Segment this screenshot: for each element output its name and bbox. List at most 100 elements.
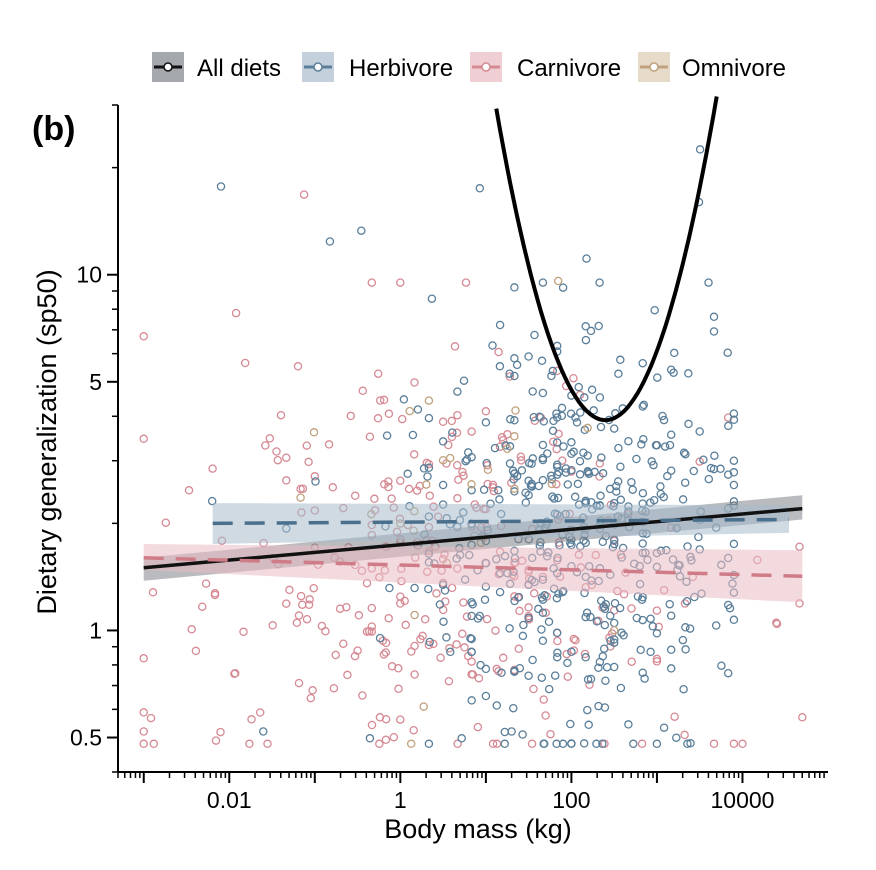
data-point-carn (558, 456, 567, 465)
data-point-herb (548, 366, 558, 376)
data-point-omni (583, 423, 592, 433)
confidence-band (143, 544, 803, 603)
data-point-carn (410, 378, 419, 387)
legend-label: Carnivore (517, 55, 621, 82)
data-point-carn (396, 715, 405, 724)
data-point-herb (613, 477, 623, 486)
data-point-herb (518, 730, 527, 739)
data-point-herb (589, 406, 598, 415)
x-tick-label: 100 (552, 787, 590, 813)
data-point-carn (396, 592, 405, 601)
data-point-carn (389, 732, 399, 742)
data-point-herb (729, 615, 739, 625)
data-point-herb (580, 393, 589, 402)
x-axis-title: Body mass (kg) (384, 814, 572, 844)
data-point-herb (475, 611, 484, 621)
data-point-herb (481, 664, 491, 674)
data-point-herb (357, 226, 366, 235)
data-point-carn (245, 739, 254, 749)
fit-line (143, 506, 803, 570)
data-point-herb (519, 620, 528, 630)
data-point-carn (516, 456, 526, 465)
data-point-carn (293, 362, 303, 371)
data-point-carn (627, 604, 636, 613)
data-point-herb (616, 462, 625, 471)
data-point-herb (583, 675, 593, 684)
data-point-carn (282, 599, 291, 608)
data-point-herb (629, 739, 638, 749)
data-point-herb (729, 456, 739, 465)
data-point-herb (599, 644, 609, 653)
data-point-herb (710, 451, 719, 460)
data-point-herb (598, 739, 607, 749)
data-point-carn (546, 729, 555, 739)
data-point-herb (567, 647, 576, 657)
data-point-carn (404, 484, 414, 494)
data-point-herb (424, 739, 434, 749)
data-point-carn (370, 494, 379, 504)
data-point-carn (652, 606, 662, 615)
data-point-herb (527, 479, 536, 489)
data-point-herb (467, 696, 476, 705)
data-point-herb (553, 493, 563, 503)
data-point-herb (512, 471, 522, 481)
data-point-carn (494, 347, 503, 357)
data-point-herb (709, 327, 719, 336)
data-point-carn (298, 484, 308, 493)
data-point-herb (583, 705, 592, 715)
data-point-carn (637, 739, 647, 749)
data-point-carn (492, 664, 501, 674)
data-point-carn (652, 657, 662, 666)
data-point-carn (569, 373, 578, 383)
data-point-herb (695, 145, 705, 154)
data-point-herb (537, 625, 546, 634)
data-point-carn (273, 455, 283, 465)
data-point-herb (425, 637, 434, 647)
data-point-carn (139, 708, 148, 717)
data-point-herb (325, 237, 335, 246)
data-point-carn (527, 739, 537, 749)
data-point-carn (498, 653, 508, 663)
data-point-carn (328, 483, 338, 492)
data-point-carn (191, 646, 201, 656)
data-point-herb (468, 600, 477, 609)
x-tick-label: 10000 (711, 787, 775, 813)
data-point-herb (505, 624, 514, 633)
fit-curve (494, 96, 719, 423)
data-point-carn (458, 629, 467, 639)
data-point-herb (584, 469, 594, 479)
data-point-herb (481, 418, 491, 427)
data-point-carn (461, 278, 471, 287)
data-point-carn (384, 614, 393, 623)
data-point-carn (482, 614, 492, 624)
data-point-carn (416, 635, 425, 644)
data-point-carn (139, 727, 148, 736)
data-point-herb (463, 448, 473, 457)
data-point-herb (660, 442, 670, 451)
data-point-omni (309, 428, 319, 437)
data-point-omni (422, 480, 431, 489)
data-point-herb (666, 611, 676, 620)
data-point-carn (263, 739, 272, 749)
data-point-carn (375, 713, 385, 722)
data-point-herb (552, 409, 561, 418)
data-point-carn (680, 599, 690, 608)
data-point-herb (617, 628, 626, 637)
data-point-herb (505, 459, 515, 468)
data-point-herb (539, 739, 549, 749)
data-point-carn (447, 583, 457, 593)
data-point-herb (724, 421, 733, 431)
data-point-herb (495, 362, 505, 371)
data-point-carn (489, 486, 499, 496)
data-point-omni (502, 444, 512, 454)
data-point-herb (524, 458, 534, 468)
data-point-herb (505, 442, 515, 451)
data-point-herb (538, 608, 548, 618)
data-point-carn (432, 589, 441, 598)
fit-lines (143, 96, 803, 579)
data-point-carn (148, 588, 158, 597)
data-point-carn (569, 634, 579, 644)
data-point-carn (444, 440, 453, 450)
data-point-carn (394, 664, 403, 673)
data-point-carn (409, 450, 419, 459)
